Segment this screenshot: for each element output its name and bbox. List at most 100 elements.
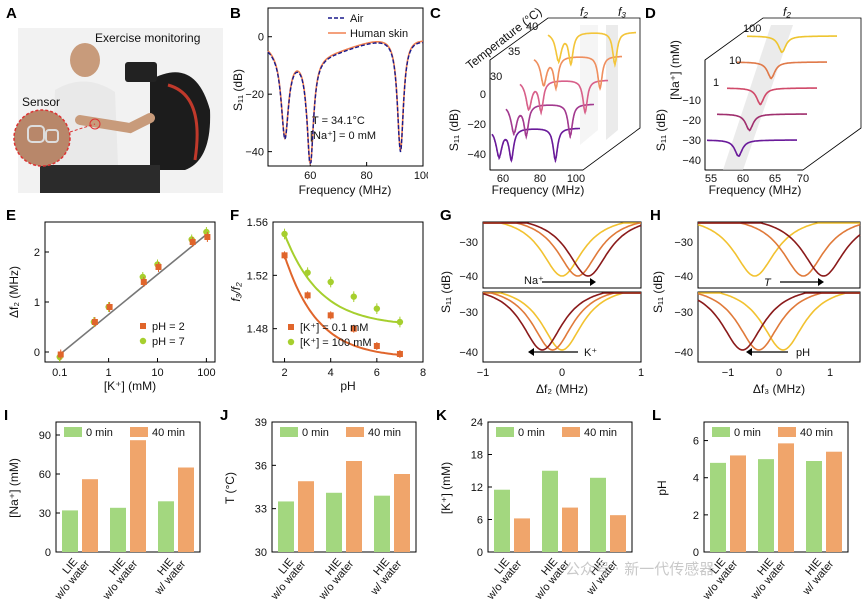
bar-40min bbox=[130, 440, 146, 552]
panel-letter: I bbox=[4, 407, 8, 424]
y-tick: 0 bbox=[480, 89, 486, 101]
legend-40min: 40 min bbox=[152, 427, 185, 439]
y-tick: 30 bbox=[39, 508, 51, 520]
x-tick: 100 bbox=[567, 173, 585, 185]
y-tick: 90 bbox=[39, 430, 51, 442]
curve-solid bbox=[717, 113, 807, 131]
curve-dashed bbox=[747, 35, 837, 54]
plot-frame bbox=[703, 421, 849, 553]
fit-curve bbox=[283, 254, 400, 356]
x-tick: 0.1 bbox=[52, 367, 67, 379]
legend-0min-swatch bbox=[712, 427, 730, 437]
dip-curve-bottom bbox=[482, 292, 641, 351]
x-axis-label: pH bbox=[340, 379, 355, 393]
dip-curve-top bbox=[697, 222, 860, 277]
curve-solid bbox=[491, 127, 580, 164]
panel-letter: J bbox=[220, 407, 228, 424]
x-tick: 80 bbox=[534, 173, 546, 185]
legend-k100: [K⁺] = 100 mM bbox=[300, 337, 372, 349]
y-tick: −30 bbox=[459, 237, 478, 249]
y-tick: 6 bbox=[477, 515, 483, 527]
point-ph7 bbox=[139, 273, 146, 281]
bar-0min bbox=[374, 495, 390, 552]
curve-dashed bbox=[737, 61, 827, 80]
curve-dashed bbox=[491, 127, 580, 164]
y-tick: −40 bbox=[245, 147, 264, 159]
panel-letter: C bbox=[430, 5, 441, 22]
x-tick: 6 bbox=[374, 367, 380, 379]
y-tick: −30 bbox=[674, 307, 693, 319]
y-tick: 1.56 bbox=[247, 217, 268, 229]
y-tick: 30 bbox=[255, 547, 267, 559]
y-axis-label: Δf₂ (MHz) bbox=[7, 266, 21, 318]
legend-0min: 0 min bbox=[734, 427, 761, 439]
legend-40min-swatch bbox=[346, 427, 364, 437]
y-tick: −30 bbox=[674, 237, 693, 249]
x-tick: 2 bbox=[281, 367, 287, 379]
y-tick: 0 bbox=[693, 547, 699, 559]
bar-40min bbox=[298, 481, 314, 552]
x-tick: 0 bbox=[559, 367, 565, 379]
y-tick: −40 bbox=[459, 271, 478, 283]
point-k01 bbox=[396, 351, 403, 357]
y-tick: 0 bbox=[34, 347, 40, 359]
x-tick: 55 bbox=[705, 173, 717, 185]
legend-0min-swatch bbox=[64, 427, 82, 437]
legend-ph2-marker bbox=[140, 323, 146, 329]
y-tick: 39 bbox=[255, 417, 267, 429]
z-axis-label: [Na⁺] (mM) bbox=[668, 40, 682, 100]
x-tick: 60 bbox=[304, 170, 316, 182]
point-k100 bbox=[304, 269, 311, 276]
panel-b: B 60 80 100 0 −20 −40 Frequency (MHz) S₁₁ (dB… bbox=[230, 5, 428, 197]
bar-40min bbox=[826, 451, 842, 552]
bar-40min bbox=[82, 479, 98, 552]
note-temperature: T = 34.1°C bbox=[312, 115, 365, 127]
top-frame bbox=[697, 221, 861, 289]
y-tick: 36 bbox=[255, 460, 267, 472]
sensor-coil-2 bbox=[45, 129, 59, 143]
dip-curve-bottom bbox=[697, 292, 860, 351]
legend-k01: [K⁺] = 0.1 mM bbox=[300, 322, 368, 334]
bike-wheel-accent bbox=[167, 83, 199, 161]
panel-letter: D bbox=[645, 5, 656, 22]
legend-40min: 40 min bbox=[368, 427, 401, 439]
z-tick: 35 bbox=[508, 46, 520, 58]
point-k01 bbox=[304, 292, 311, 299]
legend-0min: 0 min bbox=[86, 427, 113, 439]
callout-line bbox=[69, 123, 96, 133]
f2-band bbox=[580, 25, 598, 145]
x-tick: 60 bbox=[497, 173, 509, 185]
panel-letter: E bbox=[6, 207, 16, 224]
photo-title: Exercise monitoring bbox=[95, 31, 200, 45]
legend-ph7: pH = 7 bbox=[152, 336, 185, 348]
panel-letter: B bbox=[230, 5, 241, 22]
legend-skin: Human skin bbox=[350, 28, 408, 40]
y-tick: 1 bbox=[34, 297, 40, 309]
panel-c: C f₂ f₃ Temperature (°C) 40 35 30 0 −20 … bbox=[430, 5, 641, 197]
exercise-bike bbox=[150, 72, 211, 170]
y-axis-label: T (°C) bbox=[223, 472, 237, 504]
panel-letter: A bbox=[6, 5, 17, 22]
legend-0min-swatch bbox=[280, 427, 298, 437]
y-tick: −40 bbox=[682, 155, 701, 167]
x-tick: 1 bbox=[106, 367, 112, 379]
y-axis-label: S₁₁ (dB) bbox=[231, 69, 245, 111]
dip-curve-top bbox=[698, 222, 861, 277]
point-ph7 bbox=[203, 228, 210, 236]
legend-k100-marker bbox=[287, 338, 295, 346]
point-k100 bbox=[281, 230, 288, 238]
y-axis-label: S₁₁ (dB) bbox=[651, 271, 665, 313]
top-frame bbox=[482, 221, 642, 289]
series-human-skin bbox=[267, 40, 423, 166]
legend-ph7-marker bbox=[139, 337, 147, 345]
x-tick: 1 bbox=[827, 367, 833, 379]
x-tick: 70 bbox=[797, 173, 809, 185]
panel-letter: G bbox=[440, 207, 452, 224]
dip-curve-top bbox=[483, 222, 641, 277]
legend-40min-swatch bbox=[130, 427, 148, 437]
panel-letter: F bbox=[230, 207, 239, 224]
f2-label: f₂ bbox=[783, 5, 791, 19]
bar-40min bbox=[394, 474, 410, 552]
